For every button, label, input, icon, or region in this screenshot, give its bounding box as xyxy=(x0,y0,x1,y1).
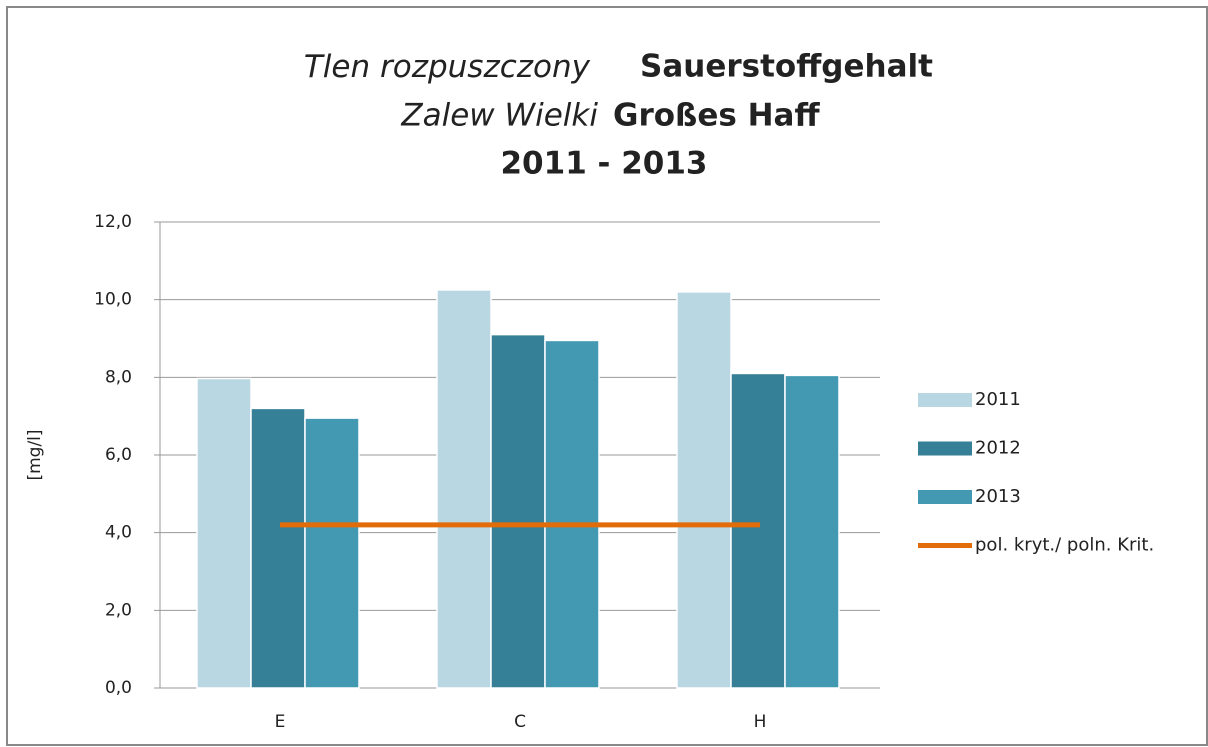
y-tick-label: 0,0 xyxy=(105,678,132,698)
x-tick-label: E xyxy=(275,712,286,732)
legend-swatch xyxy=(918,441,972,456)
legend-swatch xyxy=(918,490,972,504)
bar xyxy=(250,407,306,689)
bar xyxy=(304,417,360,689)
title-part: 2011 - 2013 xyxy=(500,146,707,182)
x-tick-label: C xyxy=(514,712,526,732)
bar xyxy=(544,339,600,689)
title-part: Tlen rozpuszczony xyxy=(304,49,591,85)
y-tick-label: 6,0 xyxy=(105,445,132,465)
bar xyxy=(784,374,840,689)
y-tick-label: 8,0 xyxy=(105,367,132,387)
legend-swatch xyxy=(918,393,972,407)
title-part: Zalew Wielki xyxy=(400,98,598,134)
legend-label: 2013 xyxy=(975,486,1021,507)
bar xyxy=(490,333,546,689)
y-tick-label: 2,0 xyxy=(105,600,132,620)
y-tick-label: 10,0 xyxy=(94,290,132,310)
bar xyxy=(196,377,252,689)
bar xyxy=(676,291,732,689)
legend-label: 2012 xyxy=(975,438,1021,459)
legend-label: 2011 xyxy=(975,389,1021,410)
y-tick-label: 4,0 xyxy=(105,523,132,543)
x-tick-label: H xyxy=(754,712,767,732)
y-axis-label: [mg/l] xyxy=(25,429,45,480)
chart-title: Tlen rozpuszczony xyxy=(304,49,591,85)
title-part: Sauerstoffgehalt xyxy=(640,49,933,85)
legend-label: pol. kryt./ poln. Krit. xyxy=(975,535,1154,556)
y-tick-label: 12,0 xyxy=(94,212,132,232)
bar xyxy=(436,289,492,689)
chart-border xyxy=(6,6,1208,746)
title-part: Großes Haff xyxy=(613,98,820,134)
bar xyxy=(730,372,786,689)
